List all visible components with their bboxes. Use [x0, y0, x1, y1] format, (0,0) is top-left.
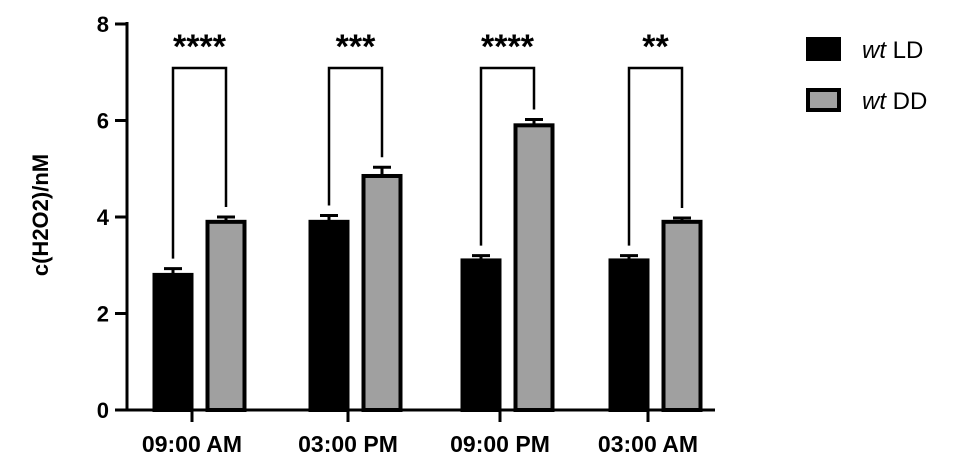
significance-bracket	[627, 66, 684, 246]
bar-ld	[460, 258, 502, 412]
bar-ld	[152, 272, 194, 412]
y-tick-label: 2	[97, 302, 109, 327]
significance-label: ****	[173, 28, 227, 66]
significance-label: ****	[481, 28, 535, 66]
bars	[152, 118, 703, 412]
bar-ld	[308, 219, 350, 412]
significance-bracket	[327, 66, 384, 206]
legend-swatch	[806, 37, 841, 61]
x-tick-label: 09:00 AM	[142, 431, 242, 457]
legend-swatch	[806, 88, 841, 112]
bar-dd	[661, 219, 703, 412]
legend-label: wt LD	[862, 37, 923, 64]
significance-bracket	[171, 66, 228, 259]
bar-dd	[513, 123, 555, 412]
significance-brackets: **** *** **** **	[171, 28, 684, 259]
axes: 0 2 4 6 8 09:00 AM 03:00 PM 09:00 PM 03:00 AM	[97, 12, 715, 457]
x-tick-label: 09:00 PM	[450, 431, 550, 457]
legend: wt LD wt DD	[806, 37, 927, 115]
significance-label: ***	[336, 28, 376, 66]
y-axis-label: c(H2O2)/nM	[28, 154, 53, 276]
x-tick-label: 03:00 AM	[598, 431, 698, 457]
y-tick-label: 6	[97, 109, 109, 134]
bar-dd	[361, 173, 403, 412]
y-tick-label: 8	[97, 12, 109, 37]
bar-dd	[205, 219, 247, 412]
legend-label: wt DD	[862, 88, 927, 115]
y-tick-label: 0	[97, 398, 109, 423]
significance-bracket	[479, 66, 536, 246]
y-tick-label: 4	[97, 205, 110, 230]
x-tick-label: 03:00 PM	[298, 431, 398, 457]
significance-label: **	[642, 28, 669, 66]
bar-ld	[608, 258, 650, 412]
